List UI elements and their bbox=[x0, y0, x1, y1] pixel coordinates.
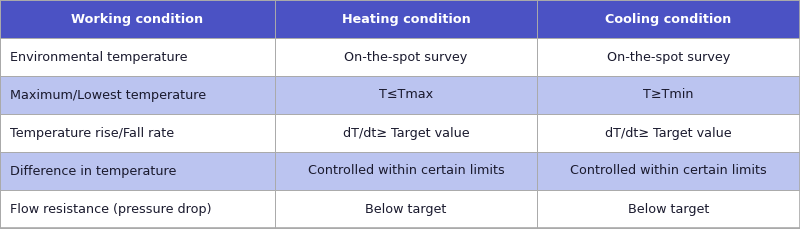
Text: Below target: Below target bbox=[366, 202, 446, 215]
Bar bbox=[537, 152, 800, 190]
Text: Temperature rise/Fall rate: Temperature rise/Fall rate bbox=[10, 126, 174, 140]
Bar bbox=[275, 190, 537, 228]
Text: Maximum/Lowest temperature: Maximum/Lowest temperature bbox=[10, 88, 206, 102]
Bar bbox=[275, 152, 537, 190]
Text: On-the-spot survey: On-the-spot survey bbox=[344, 50, 468, 64]
Text: Cooling condition: Cooling condition bbox=[606, 12, 732, 26]
Bar bbox=[0, 0, 275, 38]
Text: Heating condition: Heating condition bbox=[342, 12, 470, 26]
Bar bbox=[275, 0, 537, 38]
Bar bbox=[537, 0, 800, 38]
Bar bbox=[537, 38, 800, 76]
Text: Working condition: Working condition bbox=[71, 12, 203, 26]
Text: Difference in temperature: Difference in temperature bbox=[10, 164, 176, 177]
Text: Controlled within certain limits: Controlled within certain limits bbox=[570, 164, 767, 177]
Text: Below target: Below target bbox=[628, 202, 709, 215]
Bar bbox=[537, 114, 800, 152]
Text: Controlled within certain limits: Controlled within certain limits bbox=[308, 164, 504, 177]
Bar bbox=[0, 114, 275, 152]
Bar bbox=[0, 190, 275, 228]
Text: Environmental temperature: Environmental temperature bbox=[10, 50, 187, 64]
Text: dT/dt≥ Target value: dT/dt≥ Target value bbox=[605, 126, 732, 140]
Bar bbox=[0, 76, 275, 114]
Bar bbox=[275, 114, 537, 152]
Bar bbox=[537, 190, 800, 228]
Bar bbox=[0, 38, 275, 76]
Bar bbox=[275, 38, 537, 76]
Bar bbox=[275, 76, 537, 114]
Bar bbox=[0, 152, 275, 190]
Text: Flow resistance (pressure drop): Flow resistance (pressure drop) bbox=[10, 202, 211, 215]
Text: On-the-spot survey: On-the-spot survey bbox=[607, 50, 730, 64]
Bar bbox=[537, 76, 800, 114]
Text: dT/dt≥ Target value: dT/dt≥ Target value bbox=[342, 126, 470, 140]
Text: T≤Tmax: T≤Tmax bbox=[379, 88, 433, 102]
Text: T≥Tmin: T≥Tmin bbox=[643, 88, 694, 102]
